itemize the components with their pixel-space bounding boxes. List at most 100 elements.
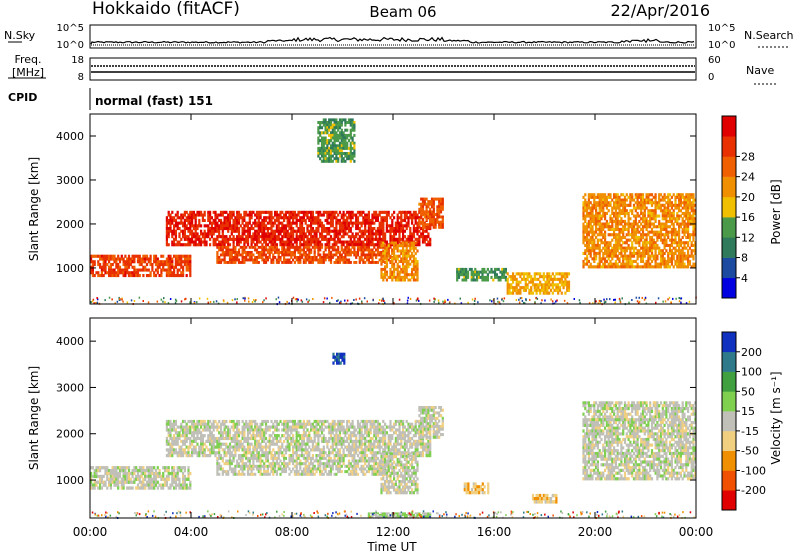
power-cell (687, 193, 690, 197)
power-cell (632, 265, 636, 269)
power-cell (283, 213, 286, 217)
power-region (317, 118, 356, 163)
power-cell (232, 210, 235, 214)
power-cell (555, 272, 558, 276)
power-cell (275, 227, 278, 231)
power-cell (342, 240, 345, 244)
power-cell (687, 249, 690, 253)
power-cell (661, 227, 664, 231)
power-cell (647, 195, 650, 199)
power-speckle (312, 298, 314, 300)
power-speckle (428, 299, 431, 302)
power-cell (656, 225, 659, 229)
power-cell (622, 259, 625, 263)
power-cell (324, 146, 327, 150)
power-cell (301, 229, 304, 233)
power-cell (490, 270, 493, 274)
power-cell (389, 267, 392, 271)
power-cell (203, 235, 206, 239)
power-cell (328, 227, 331, 231)
power-cell (400, 275, 403, 279)
power-cell (293, 253, 296, 257)
power-cell (380, 258, 383, 262)
power-cell (284, 243, 287, 247)
power-cell (402, 210, 405, 214)
power-cell (640, 251, 643, 255)
power-cell (380, 245, 383, 249)
velocity-cell (90, 483, 93, 487)
power-cell (308, 256, 311, 259)
power-cell (634, 238, 637, 242)
power-cell (378, 253, 381, 257)
power-cell (546, 291, 549, 295)
power-cell (293, 245, 296, 249)
power-cell (459, 273, 462, 277)
power-cell (182, 235, 185, 239)
power-cell (586, 225, 589, 229)
power-cell (349, 221, 352, 225)
power-cell (602, 257, 605, 261)
velocity-cell (147, 477, 150, 481)
power-cell (364, 261, 367, 264)
power-cell (658, 195, 661, 199)
power-cell (346, 258, 349, 262)
power-cell (259, 235, 262, 239)
power-cell (362, 261, 365, 264)
power-cell (250, 227, 253, 231)
power-cell (638, 193, 641, 197)
power-cell (158, 274, 161, 278)
power-cell (333, 139, 336, 143)
velocity-cell (142, 480, 145, 484)
power-cell (407, 216, 410, 220)
power-cell (393, 244, 396, 248)
power-cell (252, 232, 255, 236)
power-cell (349, 141, 352, 145)
date-title: 22/Apr/2016 (610, 1, 710, 20)
power-cell (584, 243, 587, 247)
power-cell (228, 216, 232, 220)
power-cell (214, 224, 217, 228)
power-cell (522, 288, 526, 292)
power-cell (376, 232, 379, 236)
power-cell (219, 227, 223, 231)
power-cell (533, 275, 536, 279)
power-cell (228, 210, 232, 214)
power-cell (189, 268, 192, 272)
power-cell (591, 243, 594, 247)
power-cell (519, 272, 522, 276)
power-cell (221, 235, 224, 239)
power-cell (160, 254, 163, 258)
power-cell (329, 258, 333, 262)
power-cell (405, 273, 408, 277)
power-cell (391, 241, 394, 245)
power-cell (551, 280, 554, 284)
power-cell (317, 216, 320, 220)
power-cell (506, 280, 509, 284)
power-cell (275, 245, 278, 249)
power-cell (429, 207, 432, 211)
power-cell (344, 154, 347, 158)
power-cell (111, 254, 114, 258)
power-colorbar-tick-label: 16 (741, 211, 755, 224)
power-speckle (242, 297, 244, 300)
power-cell (631, 209, 634, 213)
power-cell (620, 265, 623, 269)
power-cell (667, 243, 670, 247)
power-cell (174, 263, 177, 267)
power-cell (95, 254, 98, 258)
power-speckle (525, 298, 527, 301)
power-cell (167, 268, 170, 272)
power-cell (394, 275, 397, 279)
power-cell (351, 157, 354, 161)
power-cell (654, 195, 657, 199)
power-cell (380, 262, 383, 266)
power-cell (201, 235, 204, 239)
power-cell (658, 230, 661, 234)
power-speckle (198, 297, 201, 300)
power-cell (284, 235, 287, 239)
power-cell (324, 154, 327, 158)
power-cell (250, 258, 253, 262)
power-cell (237, 251, 241, 254)
power-cell (414, 237, 417, 241)
power-cell (414, 270, 417, 274)
